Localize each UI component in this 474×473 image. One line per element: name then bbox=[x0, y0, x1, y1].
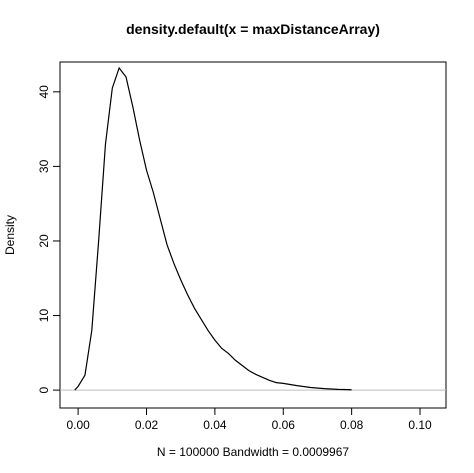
x-tick-label: 0.00 bbox=[66, 418, 90, 432]
density-line bbox=[74, 66, 352, 391]
y-axis-label: Density bbox=[3, 215, 17, 255]
y-tick-label: 10 bbox=[37, 309, 51, 323]
x-tick-label: 0.04 bbox=[203, 418, 227, 432]
x-tick-label: 0.08 bbox=[340, 418, 364, 432]
chart-title: density.default(x = maxDistanceArray) bbox=[126, 21, 380, 37]
y-tick-label: 40 bbox=[37, 85, 51, 99]
y-tick-label: 0 bbox=[37, 386, 51, 393]
y-tick-label: 30 bbox=[37, 159, 51, 173]
plot-box bbox=[59, 61, 447, 409]
x-tick-label: 0.06 bbox=[272, 418, 296, 432]
x-axis-label: N = 100000 Bandwidth = 0.0009967 bbox=[157, 445, 349, 459]
x-tick-label: 0.02 bbox=[135, 418, 159, 432]
x-tick-label: 0.10 bbox=[408, 418, 432, 432]
y-tick-label: 20 bbox=[37, 234, 51, 248]
